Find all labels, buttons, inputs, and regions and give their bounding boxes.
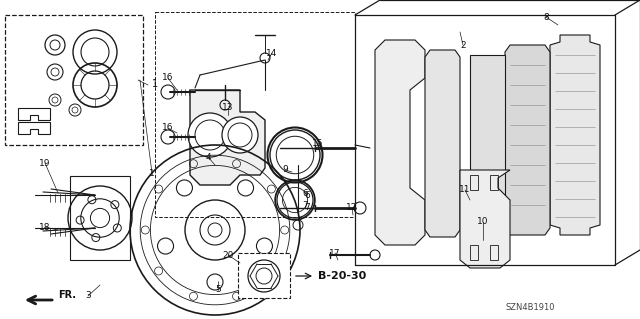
Polygon shape [470,55,505,225]
Circle shape [222,117,258,153]
Text: 19: 19 [39,159,51,167]
Bar [5,15,143,145]
Polygon shape [190,90,265,185]
Text: 6: 6 [304,191,310,201]
Text: 16: 16 [163,73,173,83]
Text: 13: 13 [222,103,234,113]
Circle shape [188,113,232,157]
Text: SZN4B1910: SZN4B1910 [505,303,555,313]
Text: 12: 12 [346,204,358,212]
Bar [238,253,290,298]
Text: FR.: FR. [58,290,76,300]
Text: 6: 6 [302,189,308,197]
Polygon shape [550,35,600,235]
Text: 18: 18 [39,222,51,232]
Text: 20: 20 [222,250,234,259]
Text: 15: 15 [312,138,324,147]
Text: 1: 1 [149,168,155,177]
Text: 9: 9 [282,166,288,174]
Polygon shape [425,50,460,237]
Polygon shape [460,170,510,268]
Text: 7: 7 [302,202,308,211]
Text: 16: 16 [163,123,173,132]
Polygon shape [505,45,550,235]
Text: 4: 4 [205,152,211,161]
Text: 7: 7 [304,203,310,211]
Text: 17: 17 [329,249,340,257]
Text: 10: 10 [477,218,489,226]
Text: 2: 2 [460,41,466,49]
Text: 11: 11 [460,186,471,195]
Bar [155,12,355,217]
Text: 1: 1 [152,79,158,89]
Text: 5: 5 [215,286,221,294]
Text: 8: 8 [543,12,549,21]
Text: 14: 14 [266,48,278,57]
Text: 3: 3 [85,292,91,300]
Text: B-20-30: B-20-30 [318,271,366,281]
Polygon shape [375,40,425,245]
